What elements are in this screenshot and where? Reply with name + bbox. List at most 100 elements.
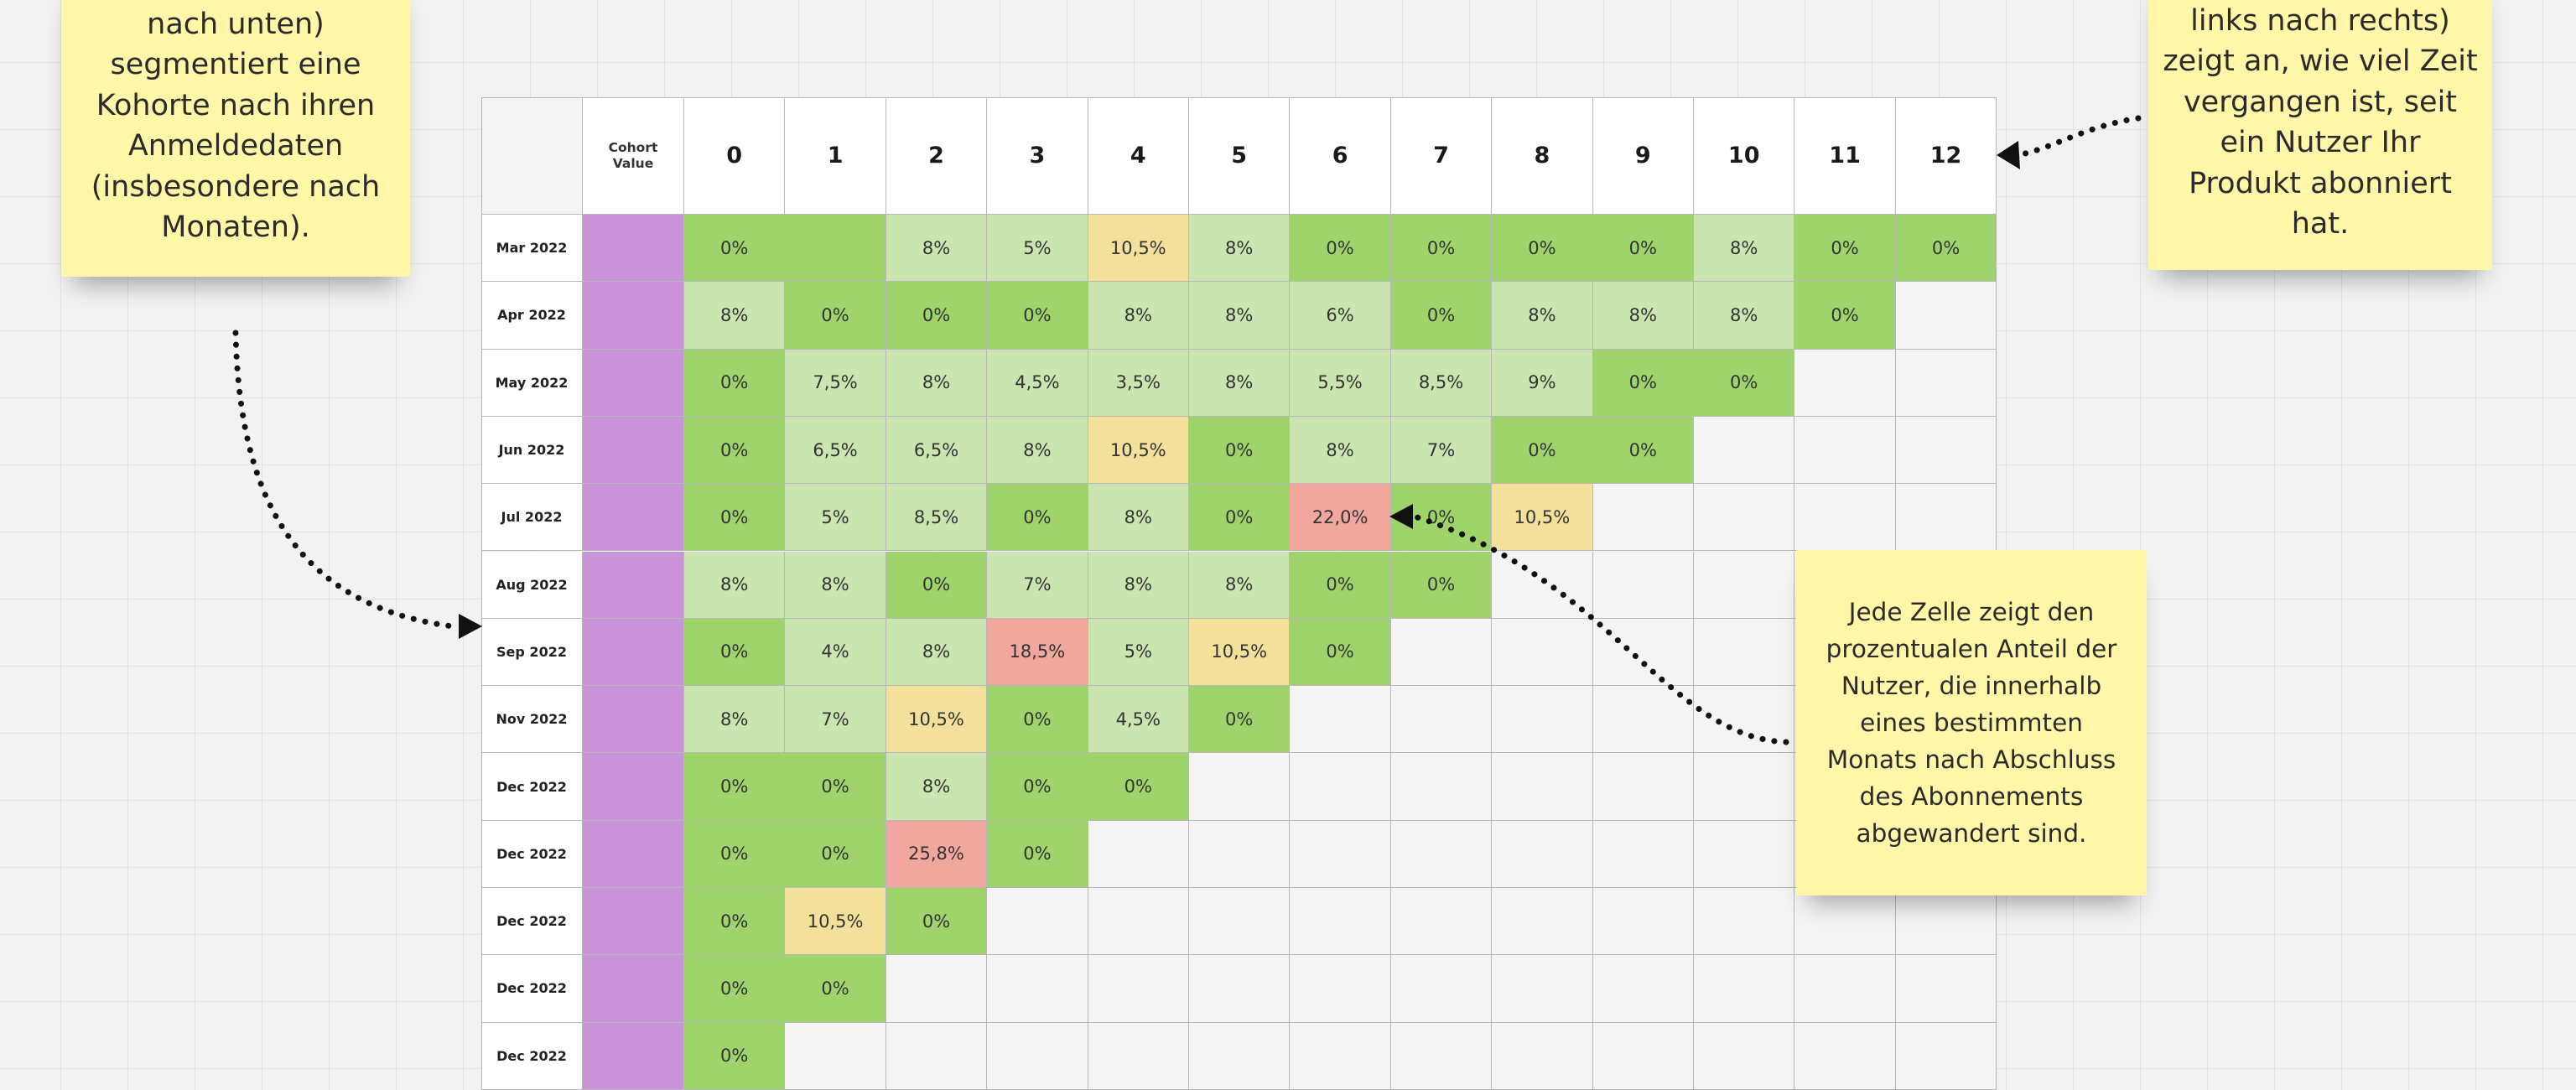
table-cell[interactable]: 8% [886,349,988,417]
empty-cell[interactable] [1492,820,1593,888]
empty-cell[interactable] [1694,955,1795,1023]
empty-cell[interactable] [1592,551,1694,619]
table-cell[interactable]: 0% [684,888,786,956]
table-cell[interactable]: 10,5% [785,888,886,956]
table-cell[interactable]: 9% [1492,349,1593,417]
empty-cell[interactable] [1694,551,1795,619]
table-cell[interactable]: 0% [886,888,988,956]
table-cell[interactable]: 0% [987,820,1088,888]
table-cell[interactable]: 4% [785,618,886,687]
cohort-value-cell[interactable] [583,484,684,552]
table-cell[interactable]: 10,5% [1088,416,1189,485]
empty-cell[interactable] [1390,618,1493,687]
table-cell[interactable]: 0% [987,484,1088,552]
empty-cell[interactable] [1492,551,1593,619]
cohort-value-cell[interactable] [583,618,684,687]
table-cell[interactable]: 8% [886,753,988,821]
table-cell[interactable]: 8% [987,416,1088,485]
table-cell[interactable]: 0% [1290,551,1391,619]
empty-cell[interactable] [1694,820,1795,888]
table-cell[interactable]: 0% [785,955,886,1023]
sticky-note-columns[interactable]: links nach rechts) zeigt an, wie viel Ze… [2148,0,2492,270]
empty-cell[interactable] [1492,753,1593,821]
table-cell[interactable]: 6% [1290,282,1391,350]
empty-cell[interactable] [987,955,1088,1023]
table-cell[interactable]: 8% [1492,282,1593,350]
table-cell[interactable]: 3,5% [1088,349,1189,417]
table-cell[interactable]: 5% [785,484,886,552]
table-cell[interactable]: 18,5% [987,618,1088,687]
cohort-value-cell[interactable] [583,888,684,956]
empty-cell[interactable] [1694,484,1795,552]
table-cell[interactable]: 7% [785,686,886,754]
connector-cells-to-cell[interactable] [1414,514,1789,745]
table-cell[interactable]: 0% [1592,416,1694,485]
table-cell[interactable]: 0% [1592,349,1694,417]
empty-cell[interactable] [1895,349,1997,417]
table-cell[interactable]: 0% [785,282,886,350]
empty-cell[interactable] [1794,955,1896,1023]
empty-cell[interactable] [1189,955,1291,1023]
empty-cell[interactable] [1088,955,1189,1023]
table-cell[interactable]: 0% [1794,215,1896,283]
empty-cell[interactable] [1492,618,1593,687]
table-cell[interactable]: 0% [684,416,786,485]
cohort-value-cell[interactable] [583,955,684,1023]
table-cell[interactable]: 0% [1088,753,1189,821]
empty-cell[interactable] [1290,888,1391,956]
empty-cell[interactable] [1290,820,1391,888]
table-cell[interactable]: 8% [1088,484,1189,552]
table-cell[interactable]: 8% [785,551,886,619]
cohort-value-cell[interactable] [583,686,684,754]
table-cell[interactable]: 8% [1694,282,1795,350]
cohort-value-cell[interactable] [583,416,684,485]
empty-cell[interactable] [1492,955,1593,1023]
table-cell[interactable]: 0% [1794,282,1896,350]
table-cell[interactable]: 0% [785,820,886,888]
table-cell[interactable]: 0% [684,484,786,552]
table-cell[interactable]: 8% [684,282,786,350]
connector-rows-to-table[interactable] [232,330,456,630]
empty-cell[interactable] [1794,349,1896,417]
table-cell[interactable]: 8% [1592,282,1694,350]
empty-cell[interactable] [1592,686,1694,754]
table-cell[interactable]: 8% [1189,282,1291,350]
table-cell[interactable]: 8% [1189,551,1291,619]
table-cell[interactable]: 0% [1390,551,1493,619]
cohort-value-cell[interactable] [583,753,684,821]
table-cell[interactable]: 0% [684,820,786,888]
empty-cell[interactable] [1592,753,1694,821]
empty-cell[interactable] [987,888,1088,956]
empty-cell[interactable] [1794,484,1896,552]
empty-cell[interactable] [1390,888,1493,956]
table-cell[interactable]: 8% [886,618,988,687]
table-cell[interactable]: 0% [1390,282,1493,350]
table-cell[interactable]: 8% [1088,551,1189,619]
table-cell[interactable]: 0% [886,282,988,350]
cohort-value-cell[interactable] [583,551,684,619]
empty-cell[interactable] [1592,484,1694,552]
table-cell[interactable]: 7% [987,551,1088,619]
cohort-value-cell[interactable] [583,349,684,417]
empty-cell[interactable] [1492,686,1593,754]
table-cell[interactable]: 4,5% [1088,686,1189,754]
table-cell[interactable]: 0% [1290,215,1391,283]
table-cell[interactable]: 0% [987,753,1088,821]
empty-cell[interactable] [1290,955,1391,1023]
table-cell[interactable]: 10,5% [1189,618,1291,687]
table-cell[interactable]: 0% [1189,416,1291,485]
empty-cell[interactable] [1290,686,1391,754]
table-cell[interactable]: 8% [1189,215,1291,283]
table-cell[interactable]: 0% [1895,215,1997,283]
empty-cell[interactable] [1895,955,1997,1023]
table-cell[interactable]: 6,5% [886,416,988,485]
empty-cell[interactable] [1390,955,1493,1023]
empty-cell[interactable] [1088,820,1189,888]
empty-cell[interactable] [1390,820,1493,888]
empty-cell[interactable] [1189,753,1291,821]
table-cell[interactable]: 5% [1088,618,1189,687]
table-cell[interactable]: 0% [684,753,786,821]
empty-cell[interactable] [1290,753,1391,821]
empty-cell[interactable] [1794,888,1896,956]
table-cell[interactable] [785,215,886,283]
